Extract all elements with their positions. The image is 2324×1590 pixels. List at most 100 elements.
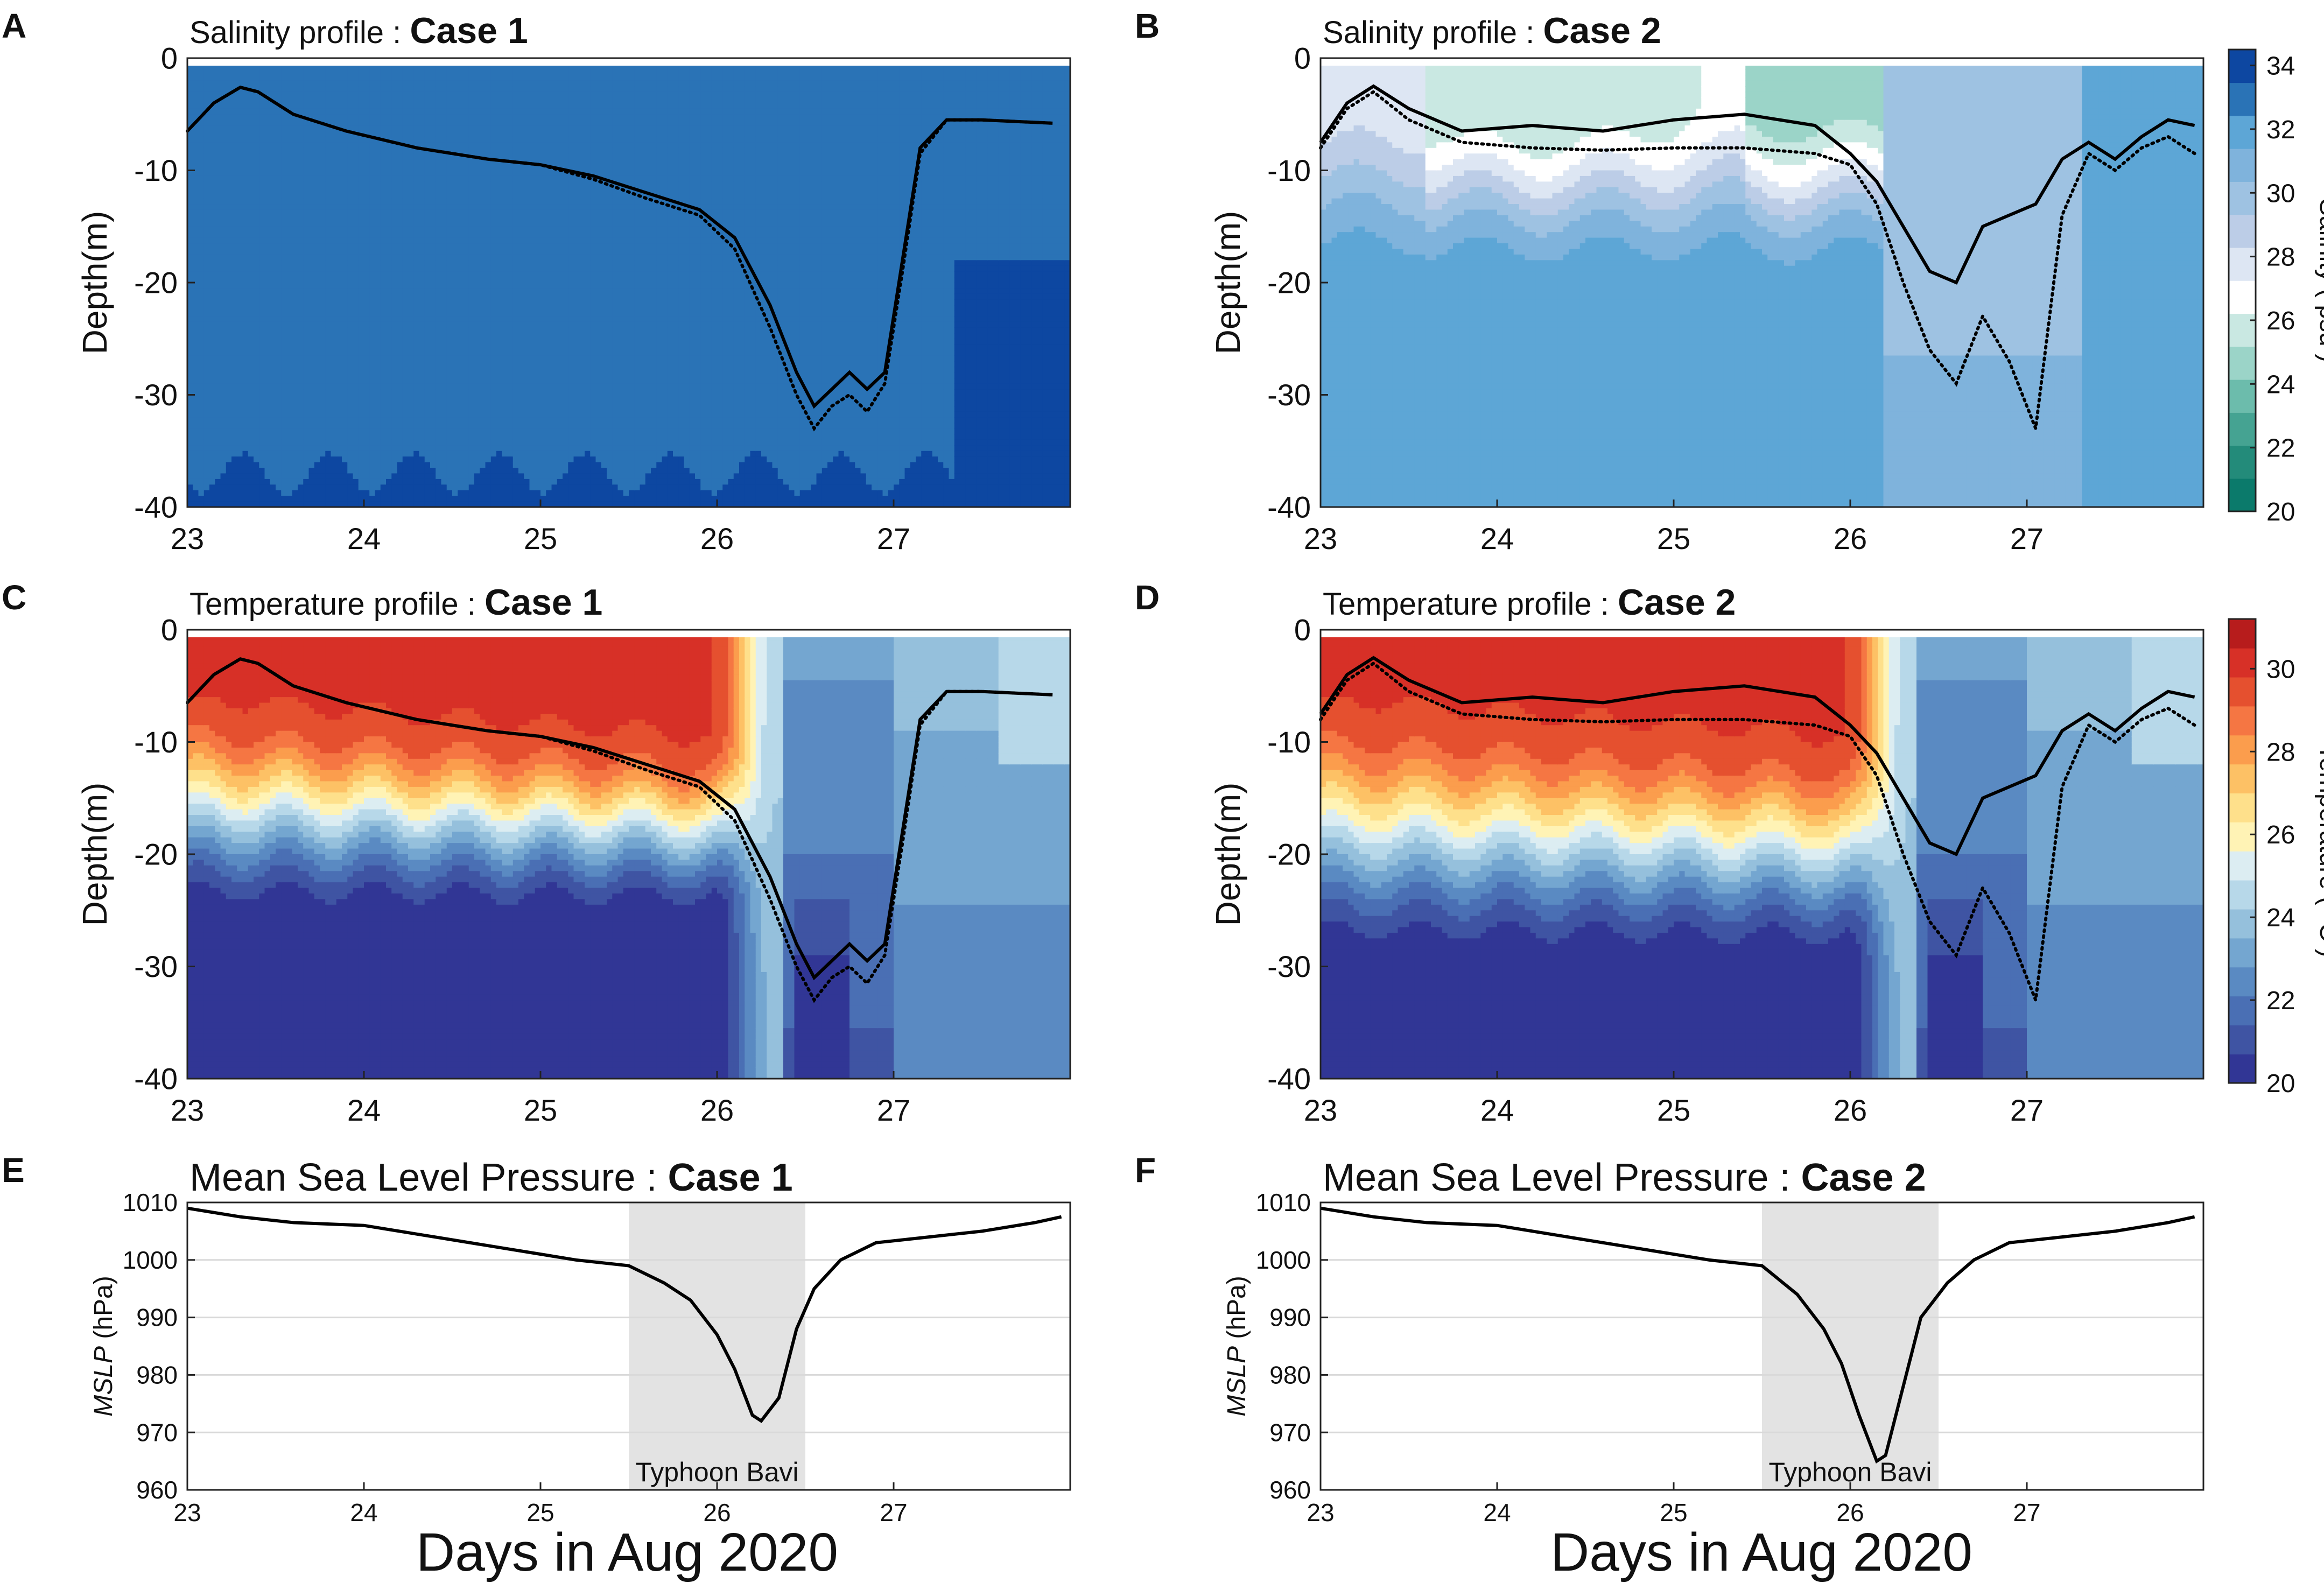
heatmap-cell [331,198,337,205]
heatmap-cell [502,181,508,188]
heatmap-cell [369,311,376,317]
heatmap-cell [303,367,310,373]
heatmap-cell [270,92,276,98]
heatmap-cell [518,456,525,463]
heatmap-cell [187,243,194,250]
heatmap-cell [512,170,519,177]
heatmap-cell [209,383,216,390]
heatmap-cell [320,131,326,137]
heatmap-cell [524,372,530,379]
heatmap-cell [419,378,425,384]
heatmap-cell [308,243,315,250]
heatmap-cell [430,142,437,149]
heatmap-cell [325,175,332,182]
heatmap-cell [490,165,497,171]
heatmap-cell [419,136,425,143]
heatmap-cell [386,209,392,216]
heatmap-cell [391,479,398,486]
heatmap-cell [369,97,376,104]
heatmap-cell [336,114,342,121]
heatmap-cell [452,159,459,165]
heatmap-cell [231,221,238,227]
heatmap-cell [512,69,519,76]
heatmap-cell [281,237,287,244]
heatmap-cell [413,333,420,340]
heatmap-cell [259,406,265,412]
heatmap-cell [292,434,298,440]
heatmap-cell [336,496,342,502]
heatmap-cell [342,103,348,109]
heatmap-cell [347,103,354,109]
heatmap-cell [375,344,381,350]
heatmap-cell [474,367,481,373]
heatmap-cell [413,265,420,272]
heatmap-cell [490,108,497,115]
heatmap-cell [193,473,199,480]
heatmap-cell [436,361,442,368]
heatmap-cell [397,80,403,87]
heatmap-cell [336,69,342,76]
heatmap-cell [452,80,459,87]
heatmap-cell [480,490,486,496]
heatmap-cell [496,249,503,255]
heatmap-cell [502,490,508,496]
heatmap-cell [358,80,364,87]
heatmap-cell [259,243,265,250]
heatmap-cell [518,193,525,199]
heatmap-cell [259,439,265,446]
heatmap-cell [358,344,364,350]
heatmap-cell [331,75,337,81]
heatmap-cell [441,170,447,177]
heatmap-cell [281,165,287,171]
heatmap-cell [248,209,254,216]
heatmap-cell [254,165,260,171]
heatmap-cell [436,439,442,446]
heatmap-cell [281,181,287,188]
heatmap-cell [215,423,221,429]
heatmap-cell [358,215,364,222]
heatmap-cell [369,187,376,193]
heatmap-cell [458,434,464,440]
heatmap-cell [254,316,260,322]
heatmap-cell [441,479,447,486]
heatmap-cell [386,406,392,412]
heatmap-cell [342,170,348,177]
heatmap-cell [496,350,503,356]
heatmap-cell [468,468,475,474]
heatmap-cell [512,198,519,205]
heatmap-cell [187,69,194,76]
heatmap-cell [496,221,503,227]
heatmap-cell [524,131,530,137]
heatmap-cell [198,108,205,115]
heatmap-cell [358,400,364,407]
heatmap-cell [314,103,320,109]
heatmap-cell [237,165,243,171]
heatmap-cell [485,198,492,205]
heatmap-cell [325,181,332,188]
heatmap-cell [474,378,481,384]
heatmap-cell [512,445,519,452]
heatmap-cell [502,193,508,199]
heatmap-cell [502,305,508,311]
heatmap-cell [231,316,238,322]
heatmap-cell [375,411,381,418]
heatmap-cell [215,165,221,171]
heatmap-cell [292,361,298,368]
heatmap-cell [419,434,425,440]
heatmap-cell [187,265,194,272]
heatmap-cell [524,260,530,266]
heatmap-cell [298,333,304,340]
heatmap-cell [474,305,481,311]
heatmap-cell [463,361,469,368]
heatmap-cell [463,372,469,379]
heatmap-cell [397,462,403,468]
heatmap-cell [436,305,442,311]
heatmap-cell [203,237,210,244]
heatmap-cell [209,439,216,446]
heatmap-cell [529,97,536,104]
heatmap-cell [512,395,519,401]
heatmap-cell [402,456,409,463]
heatmap-cell [187,204,194,210]
heatmap-cell [463,305,469,311]
